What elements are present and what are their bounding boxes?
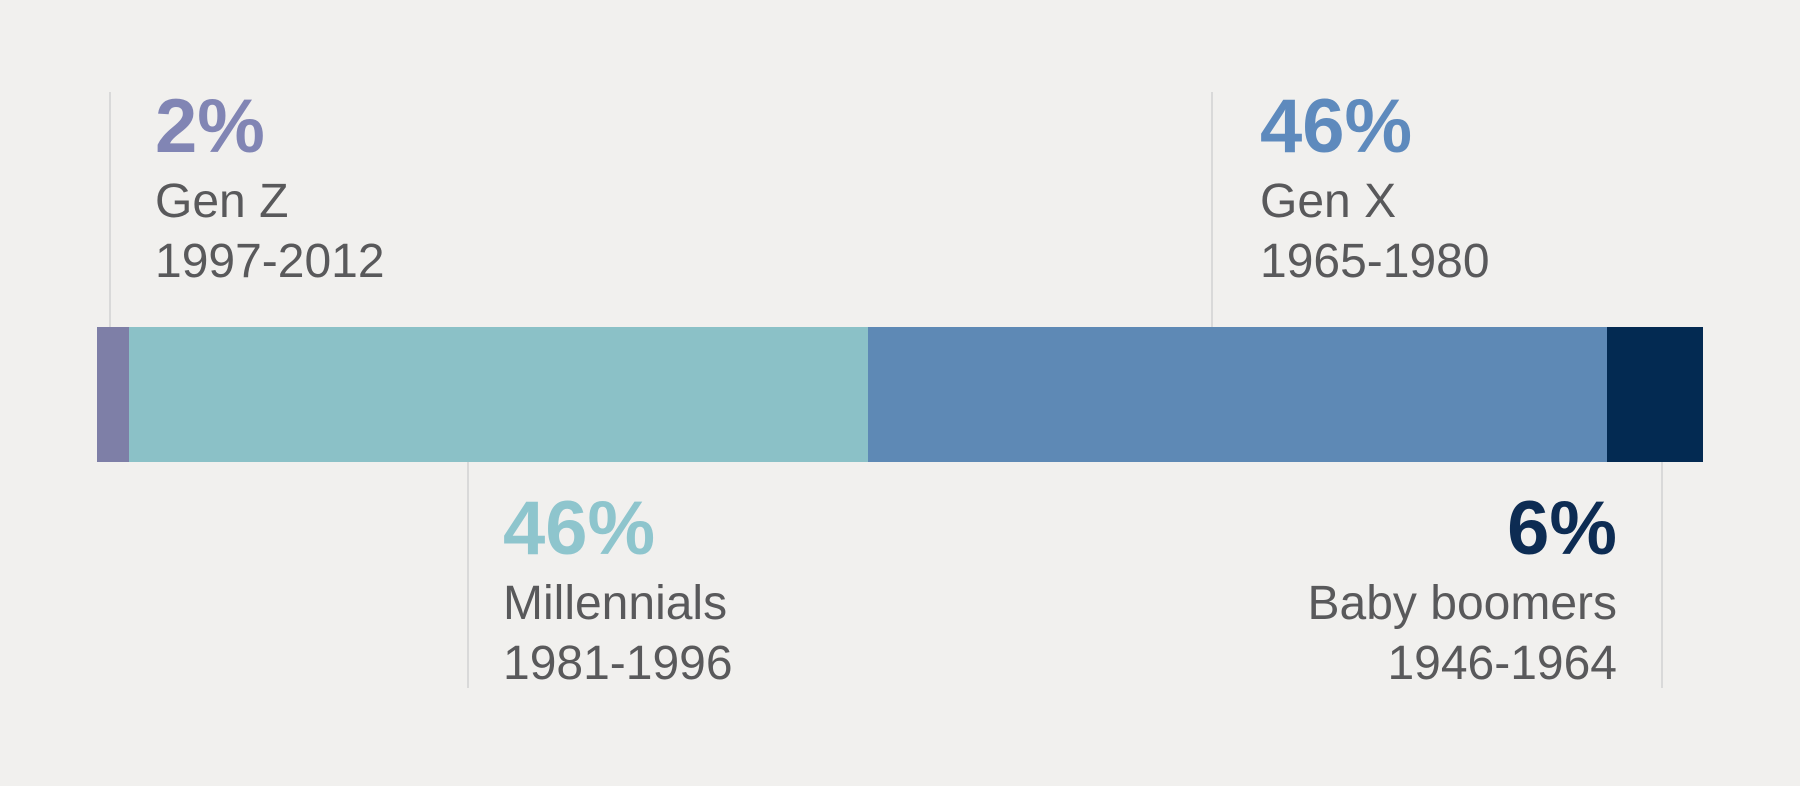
annotation-gen-x: 46% Gen X 1965-1980	[1260, 88, 1490, 292]
stacked-bar	[97, 327, 1704, 462]
bar-segment-gen-z	[97, 327, 130, 462]
category-label-gen-x: Gen X	[1260, 175, 1397, 228]
value-label-gen-z: 2%	[155, 84, 265, 169]
value-label-millennials: 46%	[503, 486, 656, 571]
leader-line-millennials	[467, 462, 469, 688]
value-label-baby-boomers: 6%	[1507, 486, 1617, 571]
bar-segment-millennials	[129, 327, 868, 462]
years-label-baby-boomers: 1946-1964	[1387, 637, 1617, 690]
annotation-gen-z: 2% Gen Z 1997-2012	[155, 88, 385, 292]
leader-line-gen-x	[1211, 92, 1213, 327]
leader-line-baby-boomers	[1661, 462, 1663, 688]
category-label-baby-boomers: Baby boomers	[1307, 577, 1618, 630]
bar-segment-gen-x	[867, 327, 1607, 462]
category-label-gen-z: Gen Z	[155, 175, 289, 228]
annotation-baby-boomers: 6% Baby boomers 1946-1964	[1308, 490, 1618, 694]
annotation-millennials: 46% Millennials 1981-1996	[503, 490, 733, 694]
years-label-millennials: 1981-1996	[503, 637, 733, 690]
leader-line-gen-z	[109, 92, 111, 327]
bar-segment-baby-boomers	[1606, 327, 1704, 462]
value-label-gen-x: 46%	[1260, 84, 1413, 169]
years-label-gen-z: 1997-2012	[155, 235, 385, 288]
years-label-gen-x: 1965-1980	[1260, 235, 1490, 288]
category-label-millennials: Millennials	[503, 577, 728, 630]
